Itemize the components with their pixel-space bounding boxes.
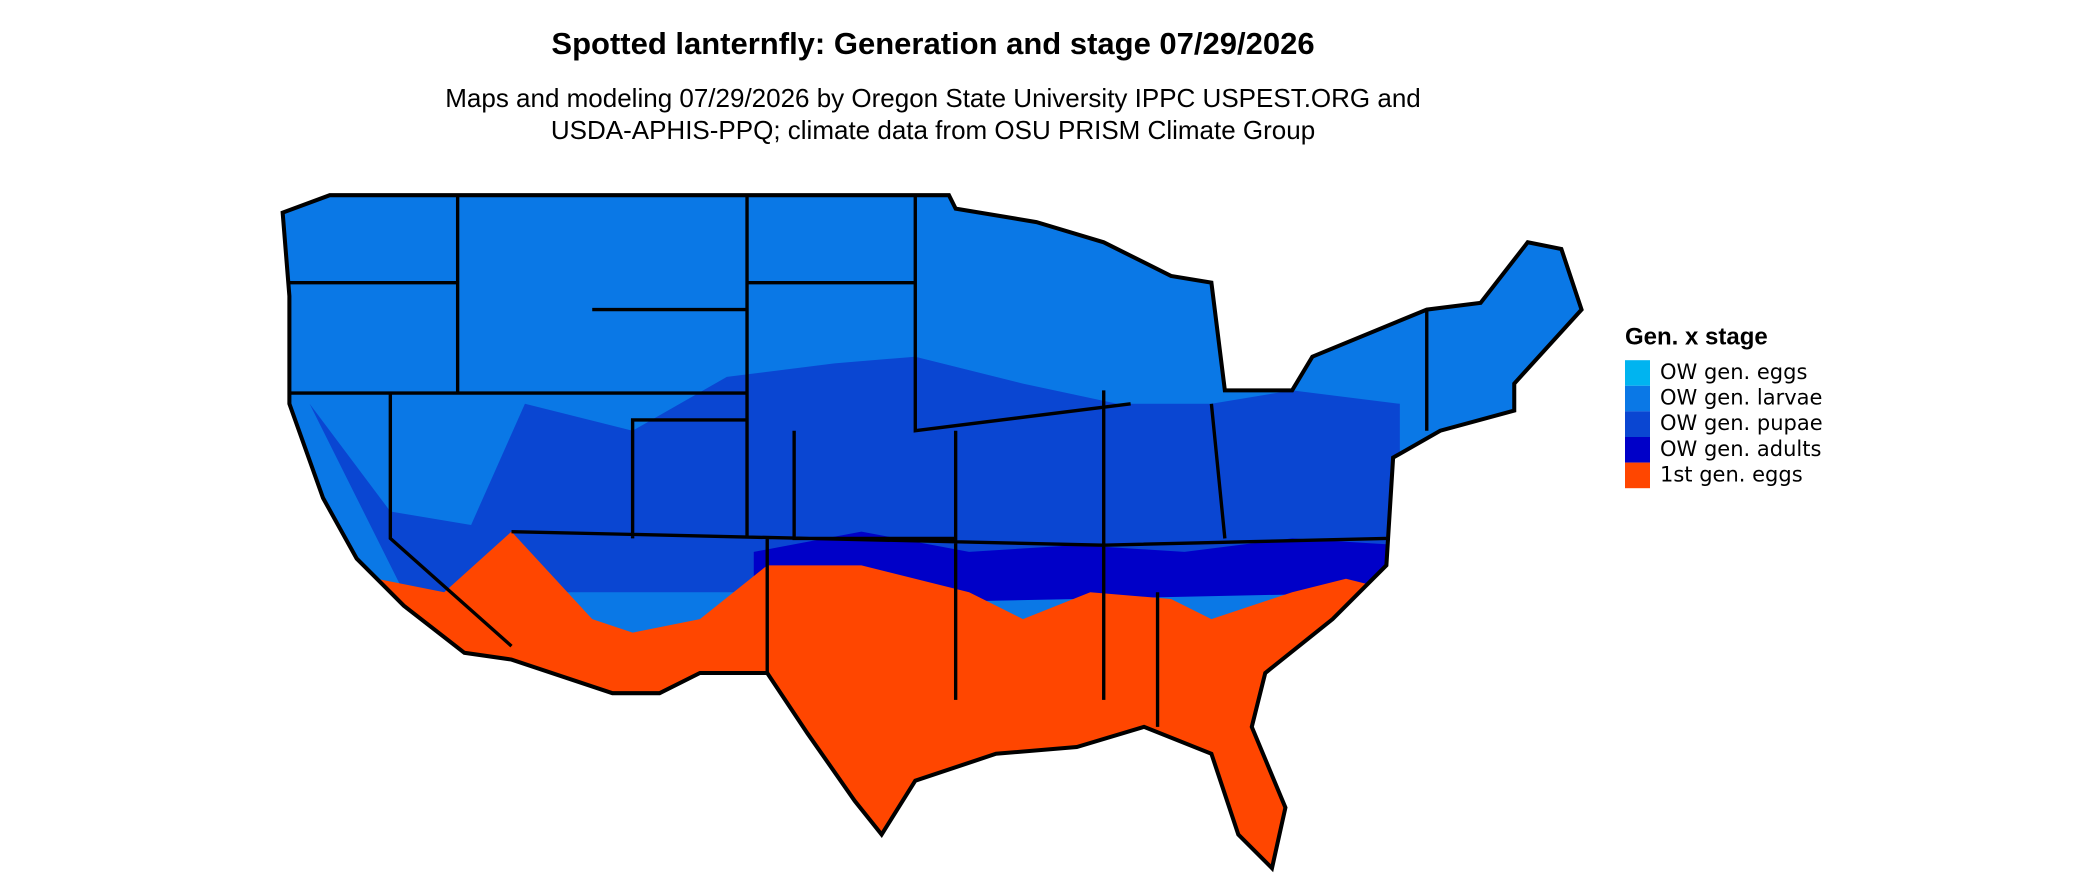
map-subtitle: Maps and modeling 07/29/2026 by Oregon S… xyxy=(445,83,1421,113)
legend-label: OW gen. larvae xyxy=(1660,386,1822,410)
map-title: Spotted lanternfly: Generation and stage… xyxy=(551,26,1314,61)
legend-swatch xyxy=(1625,360,1650,386)
legend-label: 1st gen. eggs xyxy=(1660,462,1803,486)
state-borders xyxy=(289,195,1429,727)
legend-swatch xyxy=(1625,437,1650,463)
legend-label: OW gen. adults xyxy=(1660,437,1821,461)
map xyxy=(269,188,1602,888)
legend-swatch xyxy=(1625,411,1650,437)
legend-swatch xyxy=(1625,462,1650,489)
legend-label: OW gen. eggs xyxy=(1660,360,1807,384)
map-subtitle: USDA-APHIS-PPQ; climate data from OSU PR… xyxy=(551,115,1315,145)
legend-swatch xyxy=(1625,385,1650,412)
legend-title: Gen. x stage xyxy=(1625,323,1768,350)
legend-label: OW gen. pupae xyxy=(1660,411,1823,435)
